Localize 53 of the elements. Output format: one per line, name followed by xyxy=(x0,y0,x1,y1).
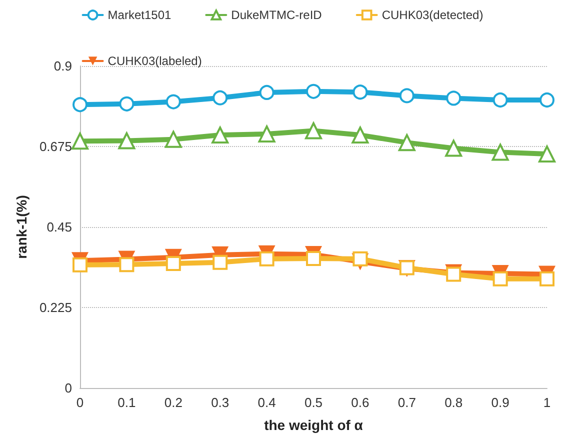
legend-label: CUHK03(labeled) xyxy=(108,54,202,68)
point xyxy=(445,140,462,157)
point xyxy=(540,271,554,286)
point xyxy=(259,84,274,100)
x-tick-label: 0.3 xyxy=(211,395,230,410)
point xyxy=(166,94,181,110)
point xyxy=(352,126,369,144)
point xyxy=(492,92,508,108)
point xyxy=(118,132,136,150)
point xyxy=(398,134,416,152)
y-tick-label: 0.9 xyxy=(54,58,72,74)
point xyxy=(492,271,508,286)
point xyxy=(538,146,556,163)
point xyxy=(212,90,228,106)
point xyxy=(259,251,274,266)
point xyxy=(212,254,228,270)
point xyxy=(399,88,414,104)
point xyxy=(446,90,462,106)
x-tick-label: 0.2 xyxy=(164,395,182,410)
x-tick-label: 0 xyxy=(76,395,84,410)
x-tick-label: 1 xyxy=(543,395,551,410)
y-tick-label: 0.675 xyxy=(39,139,72,154)
x-tick-label: 0.4 xyxy=(258,395,276,410)
x-tick-label: 0.9 xyxy=(491,395,510,410)
y-axis-title: rank-1(%) xyxy=(14,195,30,259)
x-tick-label: 0.8 xyxy=(444,395,463,410)
x-axis-title: the weight of α xyxy=(264,417,364,433)
point xyxy=(306,250,321,266)
point xyxy=(212,126,229,144)
point xyxy=(352,84,368,100)
point xyxy=(119,257,134,272)
y-tick-label: 0 xyxy=(64,380,72,396)
legend-label: Market1501 xyxy=(108,8,172,22)
point xyxy=(492,144,509,161)
y-tick-label: 0.45 xyxy=(46,220,72,234)
point xyxy=(306,84,321,99)
point xyxy=(72,97,88,112)
x-tick-label: 0.5 xyxy=(304,395,323,410)
x-tick-label: 0.7 xyxy=(398,395,416,410)
point xyxy=(119,96,134,112)
point xyxy=(166,256,181,271)
point xyxy=(258,125,276,142)
point xyxy=(352,251,368,266)
x-tick-label: 0.1 xyxy=(118,395,136,410)
point xyxy=(164,130,182,148)
y-tick-label: 0.225 xyxy=(39,300,72,315)
point xyxy=(72,257,88,272)
x-tick-label: 0.6 xyxy=(351,395,370,410)
point xyxy=(305,122,322,140)
point xyxy=(72,132,88,150)
legend-label: DukeMTMC-reID xyxy=(231,8,322,22)
legend-label: CUHK03(detected) xyxy=(382,8,484,22)
point xyxy=(540,92,554,108)
